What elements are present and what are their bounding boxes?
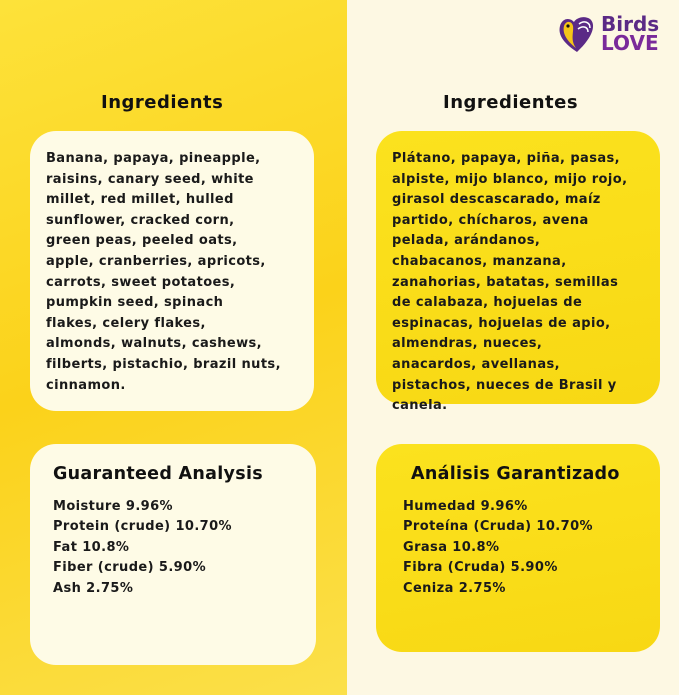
ingredient-line: zanahorias, batatas, semillas <box>392 274 619 290</box>
ingredient-line: Plátano, papaya, piña, pasas, <box>392 151 620 166</box>
analysis-row: Proteína (Cruda) 10.70% <box>403 519 593 535</box>
ingredient-line: pumpkin seed, spinach <box>46 295 224 311</box>
ingredient-line: espinacas, hojuelas de apio, <box>392 315 611 331</box>
analysis-card-es: Análisis Garantizado Humedad 9.96% Proteí… <box>376 444 660 652</box>
analysis-row: Humedad 9.96% <box>403 498 528 514</box>
ingredient-line: almendras, nueces, <box>392 336 543 352</box>
ingredient-line: apple, cranberries, apricots, <box>46 253 266 269</box>
analysis-row: Fat 10.8% <box>53 539 130 555</box>
ingredient-line: Banana, papaya, pineapple, <box>46 151 261 166</box>
ingredient-line: de calabaza, hojuelas de <box>392 295 583 311</box>
brand-line2: LOVE <box>601 31 659 55</box>
analysis-row: Fibra (Cruda) 5.90% <box>403 560 558 576</box>
analysis-card-en: Guaranteed Analysis Moisture 9.96% Protei… <box>30 444 316 665</box>
ingredient-line: filberts, pistachio, brazil nuts, <box>46 356 281 372</box>
ingredient-line: green peas, peeled oats, <box>46 233 238 249</box>
ingredient-line: partido, chícharos, avena <box>392 212 589 228</box>
analysis-row: Moisture 9.96% <box>53 498 173 514</box>
analysis-row: Ash 2.75% <box>53 580 134 596</box>
ingredients-heading-en: Ingredients <box>101 92 224 113</box>
ingredients-heading-es: Ingredientes <box>443 92 579 113</box>
ingredient-line: girasol descascarado, maíz <box>392 192 601 208</box>
analysis-row: Protein (crude) 10.70% <box>53 519 232 535</box>
ingredient-line: pelada, arándanos, <box>392 233 541 249</box>
analysis-row: Fiber (crude) 5.90% <box>53 560 206 576</box>
birds-love-logo: Birds LOVE <box>556 14 659 54</box>
analysis-row: Grasa 10.8% <box>403 539 500 555</box>
ingredient-line: sunflower, cracked corn, <box>46 212 235 228</box>
ingredient-line: alpiste, mijo blanco, mijo rojo, <box>392 171 628 187</box>
analysis-title-es: Análisis Garantizado <box>411 464 620 484</box>
brand-line1: Birds <box>601 12 660 36</box>
ingredient-line: carrots, sweet potatoes, <box>46 274 236 290</box>
ingredient-line: raisins, canary seed, white <box>46 171 254 187</box>
ingredient-line: cinnamon. <box>46 377 126 393</box>
ingredient-line: almonds, walnuts, cashews, <box>46 336 263 352</box>
ingredients-card-es: Plátano, papaya, piña, pasas, alpiste, mi… <box>376 131 660 413</box>
parrot-heart-icon <box>559 17 594 52</box>
ingredient-line: anacardos, avellanas, <box>392 356 560 372</box>
analysis-row: Ceniza 2.75% <box>403 580 506 596</box>
analysis-title-en: Guaranteed Analysis <box>53 464 264 484</box>
ingredient-line: flakes, celery flakes, <box>46 315 206 331</box>
ingredient-line: canela. <box>392 398 448 414</box>
ingredient-line: chabacanos, manzana, <box>392 253 567 269</box>
ingredient-line: millet, red millet, hulled <box>46 192 234 208</box>
ingredient-line: pistachos, nueces de Brasil y <box>392 377 617 393</box>
ingredients-card-en: Banana, papaya, pineapple, raisins, canar… <box>30 131 314 411</box>
